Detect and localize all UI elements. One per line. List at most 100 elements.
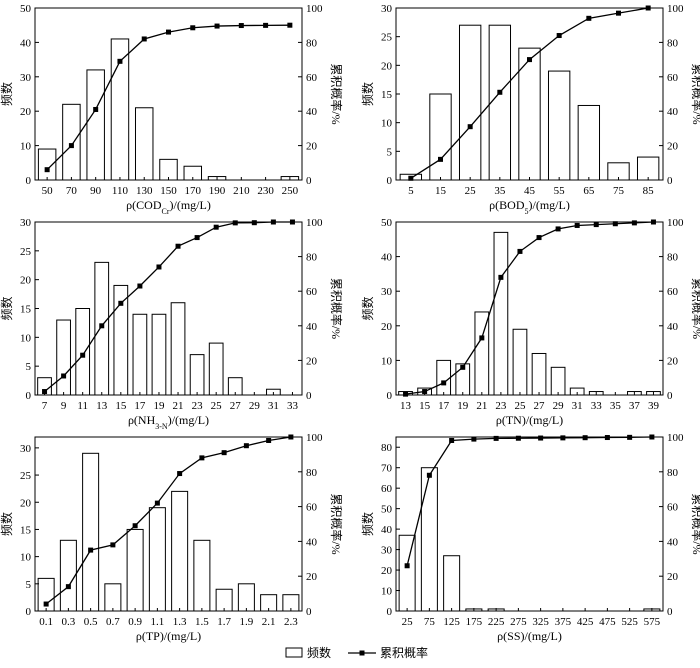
cumulative-point xyxy=(270,219,276,225)
cumulative-point xyxy=(213,224,219,230)
y-tick-label: 50 xyxy=(381,217,393,229)
frequency-bar xyxy=(59,539,77,612)
cumulative-point xyxy=(574,222,580,228)
x-tick-label: 35 xyxy=(610,400,622,412)
y2-axis-label: 累积概率/% xyxy=(690,493,700,554)
y-tick-label: 0 xyxy=(387,606,393,618)
y2-tick-label: 80 xyxy=(306,37,318,49)
frequency-bar xyxy=(488,24,512,181)
cumulative-point xyxy=(137,283,143,289)
y2-axis-label: 累积概率/% xyxy=(690,63,700,124)
x-tick-label: 90 xyxy=(90,185,102,197)
x-tick-label: 35 xyxy=(494,185,506,197)
frequency-bar xyxy=(148,507,166,612)
x-tick-label: 130 xyxy=(136,185,153,197)
legend: 频数 累积概率 xyxy=(285,645,428,660)
x-tick-label: 475 xyxy=(599,616,616,628)
plot-frame xyxy=(395,436,664,612)
x-tick-label: 5 xyxy=(408,185,414,197)
cumulative-point xyxy=(263,22,269,28)
x-tick-label: 210 xyxy=(233,185,250,197)
x-tick-label: 125 xyxy=(443,616,460,628)
frequency-bar xyxy=(86,69,105,181)
x-tick-label: 0.9 xyxy=(128,616,142,628)
frequency-bar xyxy=(531,352,547,396)
x-tick-label: 29 xyxy=(249,400,261,412)
y2-tick-label: 60 xyxy=(306,502,318,514)
y-tick-label: 50 xyxy=(20,3,32,15)
y2-tick-label: 100 xyxy=(667,3,684,15)
cumulative-point xyxy=(199,455,205,461)
cumulative-point xyxy=(515,435,521,441)
y-tick-label: 25 xyxy=(381,32,393,44)
y-tick-label: 10 xyxy=(381,355,393,367)
y2-tick-label: 20 xyxy=(306,141,318,153)
x-tick-label: 25 xyxy=(211,400,223,412)
y-tick-label: 30 xyxy=(20,72,32,84)
y-axis-label: 频数 xyxy=(0,296,14,320)
frequency-bar xyxy=(443,555,461,612)
legend-line-marker xyxy=(359,650,365,656)
x-tick-label: 29 xyxy=(553,400,565,412)
cumulative-point xyxy=(404,563,410,569)
x-tick-label: 33 xyxy=(591,400,603,412)
x-axis-label: ρ(NH3-N)/(mg/L) xyxy=(128,413,209,431)
x-tick-label: 55 xyxy=(554,185,566,197)
x-tick-label: 39 xyxy=(648,400,660,412)
y2-tick-label: 20 xyxy=(306,355,318,367)
x-tick-label: 31 xyxy=(268,400,279,412)
x-tick-label: 225 xyxy=(488,616,505,628)
y2-tick-label: 20 xyxy=(667,355,679,367)
frequency-bar xyxy=(75,308,91,396)
y2-tick-label: 0 xyxy=(306,175,312,187)
cumulative-point xyxy=(61,373,67,379)
cumulative-point xyxy=(645,5,651,11)
cumulative-line xyxy=(405,221,654,395)
y-tick-label: 5 xyxy=(26,579,32,591)
cumulative-point xyxy=(44,167,50,173)
frequency-bar xyxy=(126,528,144,612)
cumulative-point xyxy=(118,300,124,306)
cumulative-point xyxy=(582,435,588,441)
cumulative-point xyxy=(627,434,633,440)
y-tick-label: 60 xyxy=(381,483,393,495)
x-tick-label: 25 xyxy=(514,400,526,412)
x-tick-label: 175 xyxy=(466,616,483,628)
x-tick-label: 21 xyxy=(173,400,184,412)
cumulative-point xyxy=(287,22,293,28)
x-tick-label: 19 xyxy=(153,400,165,412)
cumulative-point xyxy=(43,601,49,607)
y-tick-label: 20 xyxy=(381,60,393,72)
chart-panel-4: 0 10 20 30 40 50 0 20 40 60 80 100 13 15 17 19 21 23 25 27 2… xyxy=(360,217,700,427)
x-axis-label: ρ(BOD5)/(mg/L) xyxy=(489,198,570,216)
x-tick-label: 45 xyxy=(524,185,536,197)
y2-axis-label: 累积概率/% xyxy=(690,278,700,339)
x-tick-label: 7 xyxy=(42,400,48,412)
cumulative-line xyxy=(44,221,293,393)
y-tick-label: 10 xyxy=(381,118,393,130)
y-tick-label: 20 xyxy=(20,106,32,118)
y2-tick-label: 0 xyxy=(667,175,673,187)
y2-tick-label: 60 xyxy=(667,72,679,84)
x-tick-label: 13 xyxy=(96,400,108,412)
x-tick-label: 9 xyxy=(61,400,67,412)
frequency-bar xyxy=(134,107,154,181)
x-tick-label: 1.7 xyxy=(217,616,231,628)
y2-tick-label: 20 xyxy=(667,141,679,153)
cumulative-point xyxy=(612,221,618,227)
frequency-bar xyxy=(237,583,255,612)
cumulative-point xyxy=(65,584,71,590)
y-tick-label: 25 xyxy=(20,470,32,482)
y-axis-label: 频数 xyxy=(360,296,375,320)
x-tick-label: 23 xyxy=(495,400,507,412)
cumulative-point xyxy=(177,471,183,477)
y-axis-label: 频数 xyxy=(0,512,14,536)
frequency-bar xyxy=(159,158,178,181)
y-tick-label: 20 xyxy=(381,321,393,333)
y2-tick-label: 80 xyxy=(306,467,318,479)
y-tick-label: 40 xyxy=(381,252,393,264)
y2-tick-label: 0 xyxy=(667,390,673,402)
y-tick-label: 15 xyxy=(20,524,32,536)
frequency-bar xyxy=(62,103,81,181)
